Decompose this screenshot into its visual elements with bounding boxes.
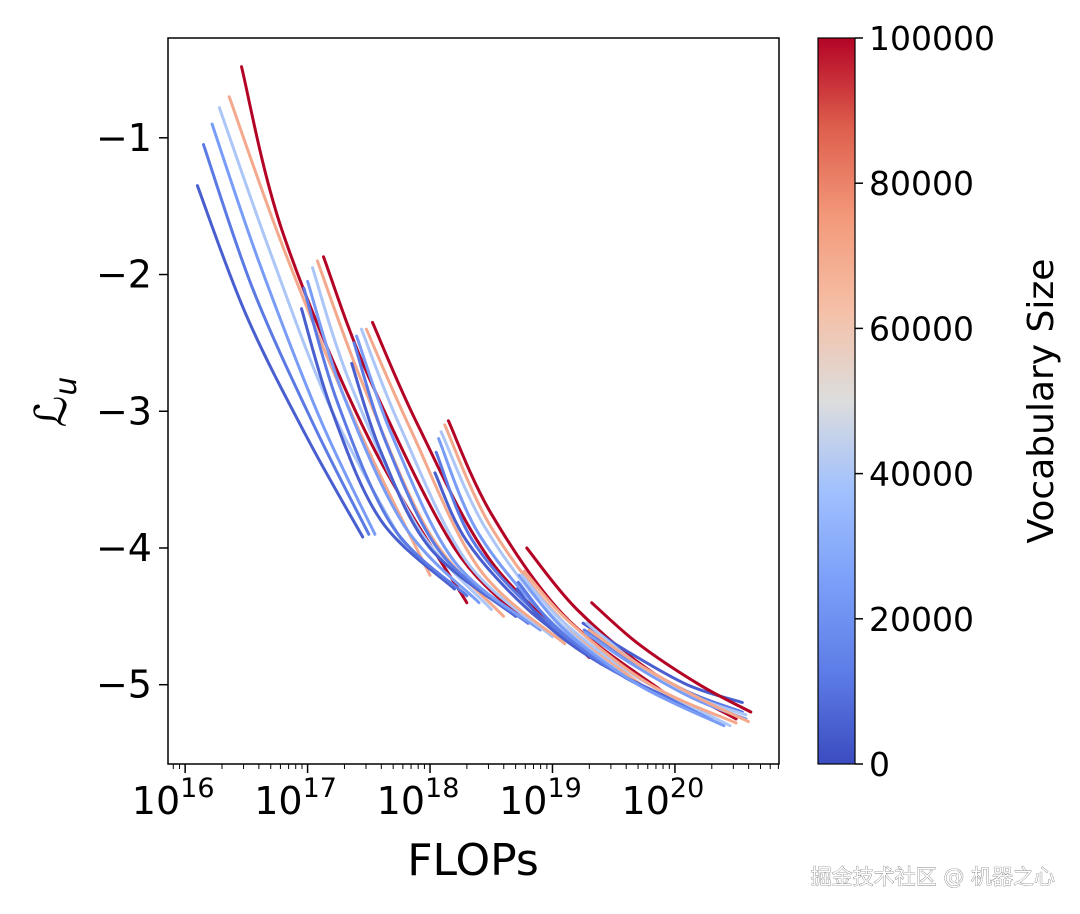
series-line-vocab-100000-11 (322, 255, 530, 625)
series-line-vocab-100000-23 (446, 419, 665, 693)
series-line-vocab-5000-12 (350, 361, 518, 618)
x-axis-label: FLOPs (407, 835, 539, 886)
colorbar-tick-label: 100000 (869, 19, 995, 58)
y-axis-label-main: ℒ (26, 396, 77, 428)
series-line-vocab-24000-26 (517, 573, 726, 728)
series-line-vocab-40000-27 (520, 573, 732, 728)
x-tick-exponent: 17 (303, 773, 337, 804)
x-tick-label: 1019 (499, 773, 582, 823)
y-axis: −1 −2 −3 −4 −5 (96, 116, 168, 707)
series-line-vocab-24000-8 (306, 279, 481, 605)
x-tick-base: 10 (254, 779, 302, 823)
series-line-vocab-70000-28 (522, 569, 738, 725)
x-tick-base: 10 (499, 779, 547, 823)
colorbar-tick-label: 40000 (869, 455, 974, 494)
x-tick-base: 10 (377, 779, 425, 823)
series-line-vocab-12000-7 (302, 286, 469, 598)
watermark: 掘金技术社区 @ 机器之心 (811, 865, 1055, 889)
colorbar-axis: 0 20000 40000 60000 80000 100000 (855, 19, 995, 784)
colorbar (817, 37, 856, 765)
y-tick-label: −4 (96, 526, 152, 570)
series-line-vocab-70000-16 (364, 327, 567, 646)
series-line-vocab-40000-21 (439, 430, 640, 687)
x-tick-label: 1018 (377, 773, 460, 823)
y-tick-label: −1 (96, 116, 152, 160)
y-tick-label: −2 (96, 253, 152, 297)
series-line-vocab-100000-35 (590, 601, 753, 714)
series-line-vocab-70000-34 (587, 628, 750, 724)
x-tick-label: 1020 (622, 773, 705, 823)
plot-frame (167, 37, 780, 765)
y-tick-label: −5 (96, 663, 152, 707)
x-tick-label: 1017 (254, 773, 337, 823)
x-tick-label: 1016 (132, 773, 215, 823)
series-layer (195, 65, 753, 728)
y-axis-label-sub: u (49, 377, 84, 396)
x-tick-exponent: 16 (180, 773, 214, 804)
x-axis: 1016 1017 1018 1019 1020 (132, 764, 779, 823)
series-line-vocab-24000-14 (355, 334, 542, 632)
y-tick-label: −3 (96, 389, 152, 433)
colorbar-tick-label: 0 (869, 745, 890, 784)
x-tick-exponent: 19 (547, 773, 581, 804)
colorbar-label: Vocabulary Size (1021, 259, 1062, 544)
colorbar-tick-label: 80000 (869, 164, 974, 203)
y-axis-label: ℒu (26, 377, 84, 428)
series-line-vocab-12000-1 (202, 143, 371, 536)
colorbar-tick-label: 20000 (869, 600, 974, 639)
series-line-vocab-70000-4 (227, 95, 432, 577)
x-tick-exponent: 18 (425, 773, 459, 804)
series-line-vocab-5000-0 (195, 184, 365, 539)
colorbar-tick-label: 60000 (869, 309, 974, 348)
x-tick-base: 10 (132, 779, 180, 823)
series-line-vocab-24000-2 (210, 122, 377, 536)
x-tick-base: 10 (622, 779, 670, 823)
series-line-vocab-5000-6 (300, 307, 456, 591)
series-line-vocab-40000-3 (217, 106, 407, 550)
series-line-vocab-40000-15 (360, 327, 554, 639)
x-tick-exponent: 20 (670, 773, 704, 804)
